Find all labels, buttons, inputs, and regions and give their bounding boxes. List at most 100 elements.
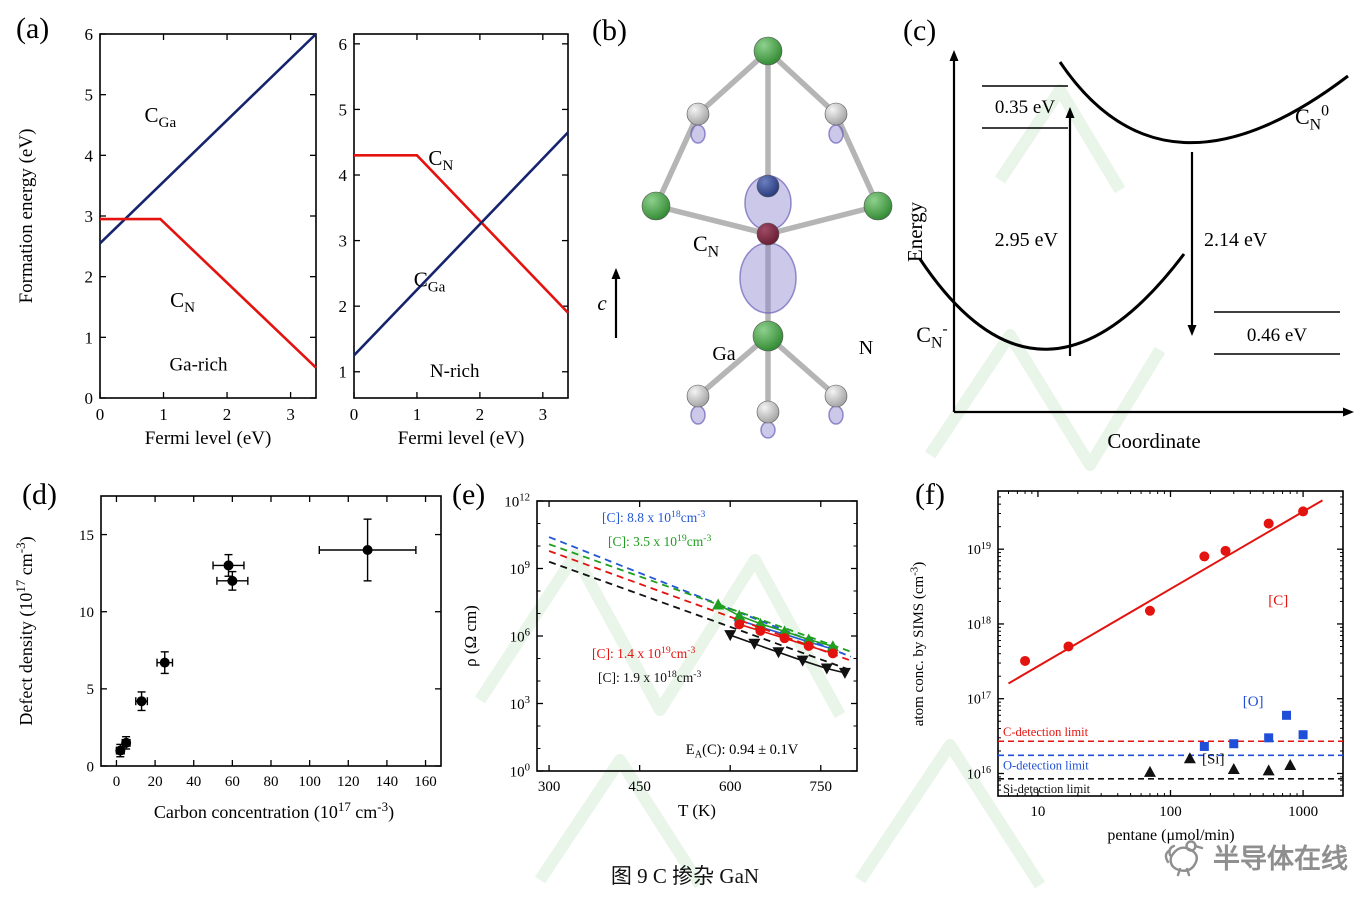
svg-text:EA(C): 0.94 ± 0.1V: EA(C): 0.94 ± 0.1V	[686, 742, 799, 760]
svg-text:1016: 1016	[967, 765, 991, 782]
svg-text:450: 450	[628, 779, 651, 795]
svg-text:0: 0	[96, 405, 105, 424]
panel-letter-e: (e)	[452, 478, 486, 511]
svg-text:0: 0	[85, 389, 94, 408]
svg-text:1: 1	[85, 328, 94, 347]
brand-watermark: 半导体在线	[1161, 834, 1348, 878]
svg-text:2.95 eV: 2.95 eV	[995, 229, 1059, 251]
svg-text:300: 300	[538, 779, 561, 795]
svg-text:2: 2	[476, 405, 485, 424]
panel-f-sims-concentration-chart: 10 100 1000 1016 1017 1018 1019 C-detection lim…	[908, 490, 1344, 844]
svg-text:6: 6	[339, 35, 348, 54]
svg-text:109: 109	[510, 559, 530, 578]
panel-letter-f: (f)	[915, 478, 945, 511]
svg-text:600: 600	[719, 779, 742, 795]
svg-text:[C]: 1.9 x 1018cm-3: [C]: 1.9 x 1018cm-3	[598, 669, 701, 685]
svg-text:[Si]: [Si]	[1202, 752, 1225, 768]
svg-text:5: 5	[87, 682, 95, 698]
svg-text:N-rich: N-rich	[430, 361, 480, 382]
svg-text:3: 3	[85, 207, 94, 226]
panel-e-resistivity-chart: 300 450 600 750 100 103 106 109 1012 [C]: 8.8 x 1…	[461, 492, 858, 820]
svg-text:3: 3	[539, 405, 548, 424]
svg-text:10: 10	[79, 605, 94, 621]
svg-text:0: 0	[350, 405, 359, 424]
svg-text:2: 2	[339, 297, 348, 316]
svg-text:40: 40	[186, 774, 201, 790]
svg-text:[O]: [O]	[1243, 694, 1264, 710]
svg-text:103: 103	[510, 694, 530, 713]
svg-text:N: N	[859, 337, 873, 359]
svg-text:10: 10	[1030, 804, 1045, 820]
svg-text:CGa: CGa	[145, 103, 177, 131]
svg-text:pentane (μmol/min): pentane (μmol/min)	[1107, 827, 1234, 844]
svg-text:[C]: [C]	[1268, 593, 1288, 609]
svg-text:60: 60	[225, 774, 240, 790]
svg-text:1: 1	[339, 363, 348, 382]
svg-text:120: 120	[337, 774, 360, 790]
svg-text:Fermi level (eV): Fermi level (eV)	[398, 428, 525, 449]
svg-text:0: 0	[87, 759, 95, 775]
svg-text:[C]: 8.8 x 1018cm-3: [C]: 8.8 x 1018cm-3	[602, 509, 705, 525]
svg-text:Carbon concentration (1017 cm-: Carbon concentration (1017 cm-3)	[154, 799, 394, 823]
svg-text:15: 15	[79, 528, 94, 544]
svg-text:5: 5	[85, 86, 94, 105]
svg-text:0: 0	[113, 774, 121, 790]
svg-text:5: 5	[339, 100, 348, 119]
svg-text:1000: 1000	[1288, 804, 1318, 820]
svg-text:4: 4	[339, 166, 348, 185]
svg-text:Formation energy (eV): Formation energy (eV)	[16, 129, 37, 304]
panel-letter-c: (c)	[903, 14, 937, 47]
svg-text:4: 4	[85, 146, 94, 165]
svg-text:2: 2	[85, 268, 94, 287]
svg-text:100: 100	[298, 774, 321, 790]
svg-text:1017: 1017	[967, 690, 991, 707]
svg-text:1019: 1019	[967, 541, 991, 558]
svg-text:Coordinate: Coordinate	[1107, 429, 1200, 453]
svg-text:CGa: CGa	[414, 268, 446, 296]
svg-text:CN0: CN0	[1295, 103, 1329, 134]
svg-text:6: 6	[85, 25, 94, 44]
brand-logo-icon	[1164, 840, 1204, 877]
svg-text:[C]: 3.5 x 1019cm-3: [C]: 3.5 x 1019cm-3	[608, 533, 711, 549]
svg-text:CN-: CN-	[916, 321, 947, 352]
svg-text:3: 3	[286, 405, 295, 424]
svg-text:3: 3	[339, 232, 348, 251]
svg-text:atom conc. by SIMS (cm-3): atom conc. by SIMS (cm-3)	[908, 562, 927, 726]
svg-text:100: 100	[1159, 804, 1182, 820]
svg-text:1012: 1012	[504, 492, 530, 511]
svg-text:1: 1	[159, 405, 168, 424]
brand-name: 半导体在线	[1213, 843, 1348, 874]
svg-text:ρ (Ω cm): ρ (Ω cm)	[461, 605, 480, 667]
svg-text:1: 1	[413, 405, 422, 424]
panel-a-formation-energy-chart: 0 1 2 3 0 1 2 3 4 5 6 CGa CN Ga-rich Fermi level (eV) 0…	[16, 25, 569, 449]
svg-text:c: c	[597, 291, 607, 315]
svg-text:20: 20	[148, 774, 163, 790]
svg-text:750: 750	[810, 779, 833, 795]
svg-text:[C]: 1.4 x 1019cm-3: [C]: 1.4 x 1019cm-3	[592, 645, 695, 661]
svg-text:Energy: Energy	[903, 201, 927, 262]
svg-text:CN: CN	[693, 231, 720, 260]
svg-text:0.46 eV: 0.46 eV	[1247, 325, 1307, 346]
svg-text:CN: CN	[428, 146, 453, 174]
svg-text:Ga: Ga	[712, 343, 735, 365]
svg-text:O-detection limit: O-detection limit	[1003, 758, 1089, 772]
panel-letter-a: (a)	[16, 12, 50, 45]
svg-text:Si-detection limit: Si-detection limit	[1003, 782, 1091, 796]
svg-text:1018: 1018	[967, 616, 991, 633]
svg-text:160: 160	[414, 774, 437, 790]
svg-text:CN: CN	[170, 288, 195, 316]
svg-text:0.35 eV: 0.35 eV	[995, 97, 1055, 118]
svg-text:100: 100	[510, 762, 530, 781]
svg-text:140: 140	[376, 774, 399, 790]
panel-c-configuration-coordinate-diagram: Energy Coordinate 0.35 eV 0.46 eV 2.95 eV 2.1…	[903, 50, 1354, 453]
panel-letter-b: (b)	[592, 14, 627, 47]
svg-text:2.14 eV: 2.14 eV	[1204, 229, 1268, 251]
svg-text:106: 106	[510, 627, 531, 646]
svg-text:C-detection limit: C-detection limit	[1003, 725, 1089, 739]
svg-text:Fermi level (eV): Fermi level (eV)	[145, 428, 272, 449]
panel-b-atomic-structure: CN Ga Nc	[597, 36, 893, 439]
svg-text:80: 80	[264, 774, 279, 790]
svg-text:Ga-rich: Ga-rich	[169, 355, 228, 376]
svg-text:T (K): T (K)	[678, 801, 716, 820]
